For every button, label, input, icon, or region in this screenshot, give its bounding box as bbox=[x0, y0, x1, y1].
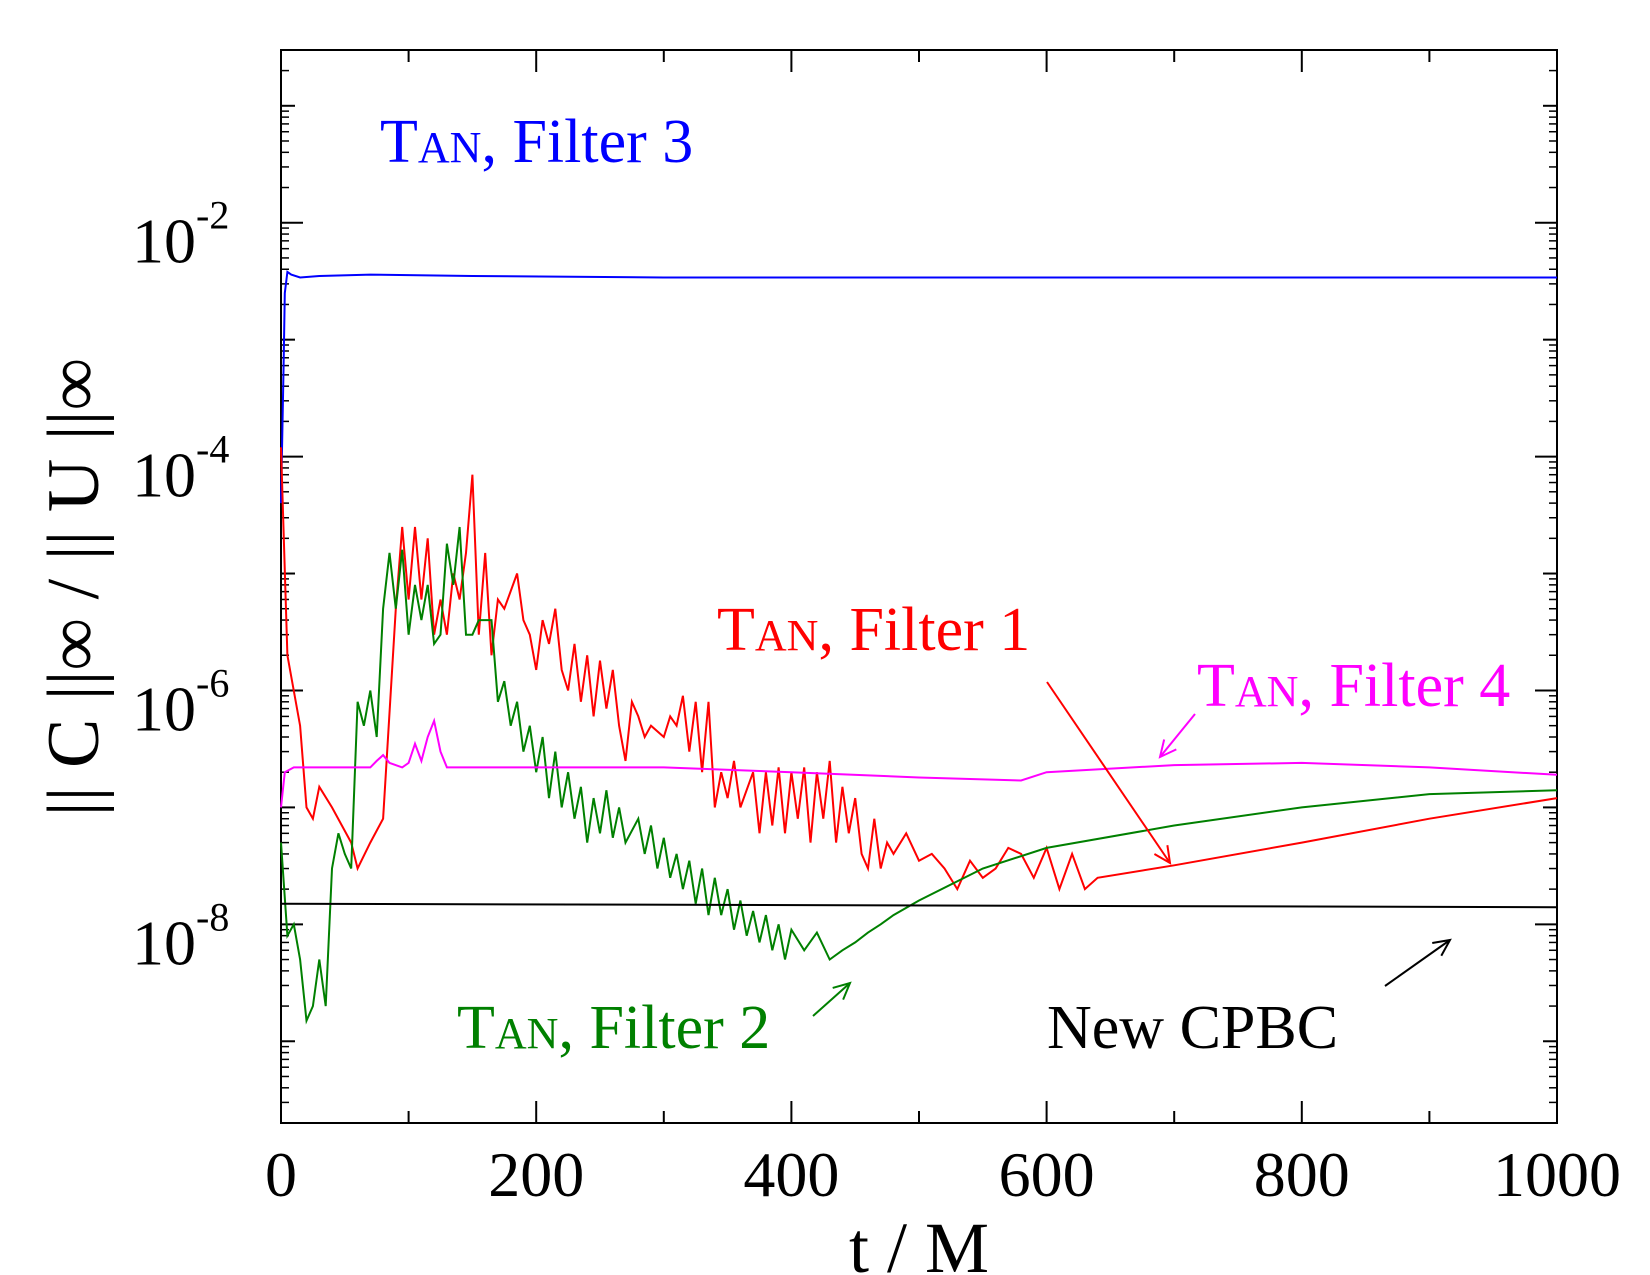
annotation-arrowhead-2 bbox=[832, 981, 852, 1001]
x-tick-label: 400 bbox=[743, 1139, 839, 1210]
x-tick-label: 1000 bbox=[1493, 1139, 1621, 1210]
x-tick-label: 0 bbox=[265, 1139, 297, 1210]
annotation-arrow-1 bbox=[1046, 681, 1171, 864]
series-line-3 bbox=[280, 717, 1558, 808]
annotation-arrows bbox=[812, 681, 1452, 1017]
x-tick-label: 800 bbox=[1254, 1139, 1350, 1210]
series-line-2 bbox=[280, 526, 1558, 1025]
x-tick-label: 200 bbox=[488, 1139, 584, 1210]
series-label-4: New CPBC bbox=[1047, 994, 1338, 1062]
annotation-arrow-2 bbox=[812, 982, 851, 1017]
series-label-2: TAN, Filter 2 bbox=[457, 994, 770, 1062]
plot-frame bbox=[280, 49, 1558, 1124]
series-labels: TAN, Filter 3 TAN, Filter 1 TAN, Filter 2 T… bbox=[380, 108, 1510, 1062]
y-tick-labels: 10-2 10-4 10-6 10-8 bbox=[132, 193, 229, 979]
y-tick-label: 10-2 bbox=[132, 193, 229, 277]
annotation-arrowhead-3 bbox=[1158, 739, 1177, 759]
annotation-arrowhead-1 bbox=[1153, 845, 1172, 865]
major-ticks bbox=[280, 50, 1558, 1123]
x-axis-label: t / M bbox=[849, 1208, 989, 1275]
series-line-1 bbox=[280, 447, 1558, 893]
series-line-4 bbox=[280, 902, 1558, 909]
x-tick-label: 600 bbox=[999, 1139, 1095, 1210]
series-label-3: TAN, Filter 4 bbox=[1197, 652, 1510, 720]
series-label-1: TAN, Filter 1 bbox=[717, 596, 1030, 664]
annotation-arrowhead-4 bbox=[1432, 938, 1452, 957]
minor-ticks bbox=[281, 49, 1557, 1124]
y-tick-label: 10-6 bbox=[132, 660, 229, 744]
x-tick-labels: 0 200 400 600 800 1000 bbox=[265, 1139, 1621, 1210]
series-lines bbox=[280, 270, 1558, 1025]
annotation-arrow-3 bbox=[1159, 713, 1196, 758]
y-tick-label: 10-8 bbox=[132, 894, 229, 978]
y-axis-label: || C ||∞ / || U ||∞ bbox=[33, 358, 115, 816]
annotation-arrow-4 bbox=[1384, 939, 1451, 987]
y-tick-label: 10-4 bbox=[132, 427, 229, 511]
series-line-0 bbox=[280, 270, 1557, 504]
series-label-0: TAN, Filter 3 bbox=[380, 108, 693, 176]
